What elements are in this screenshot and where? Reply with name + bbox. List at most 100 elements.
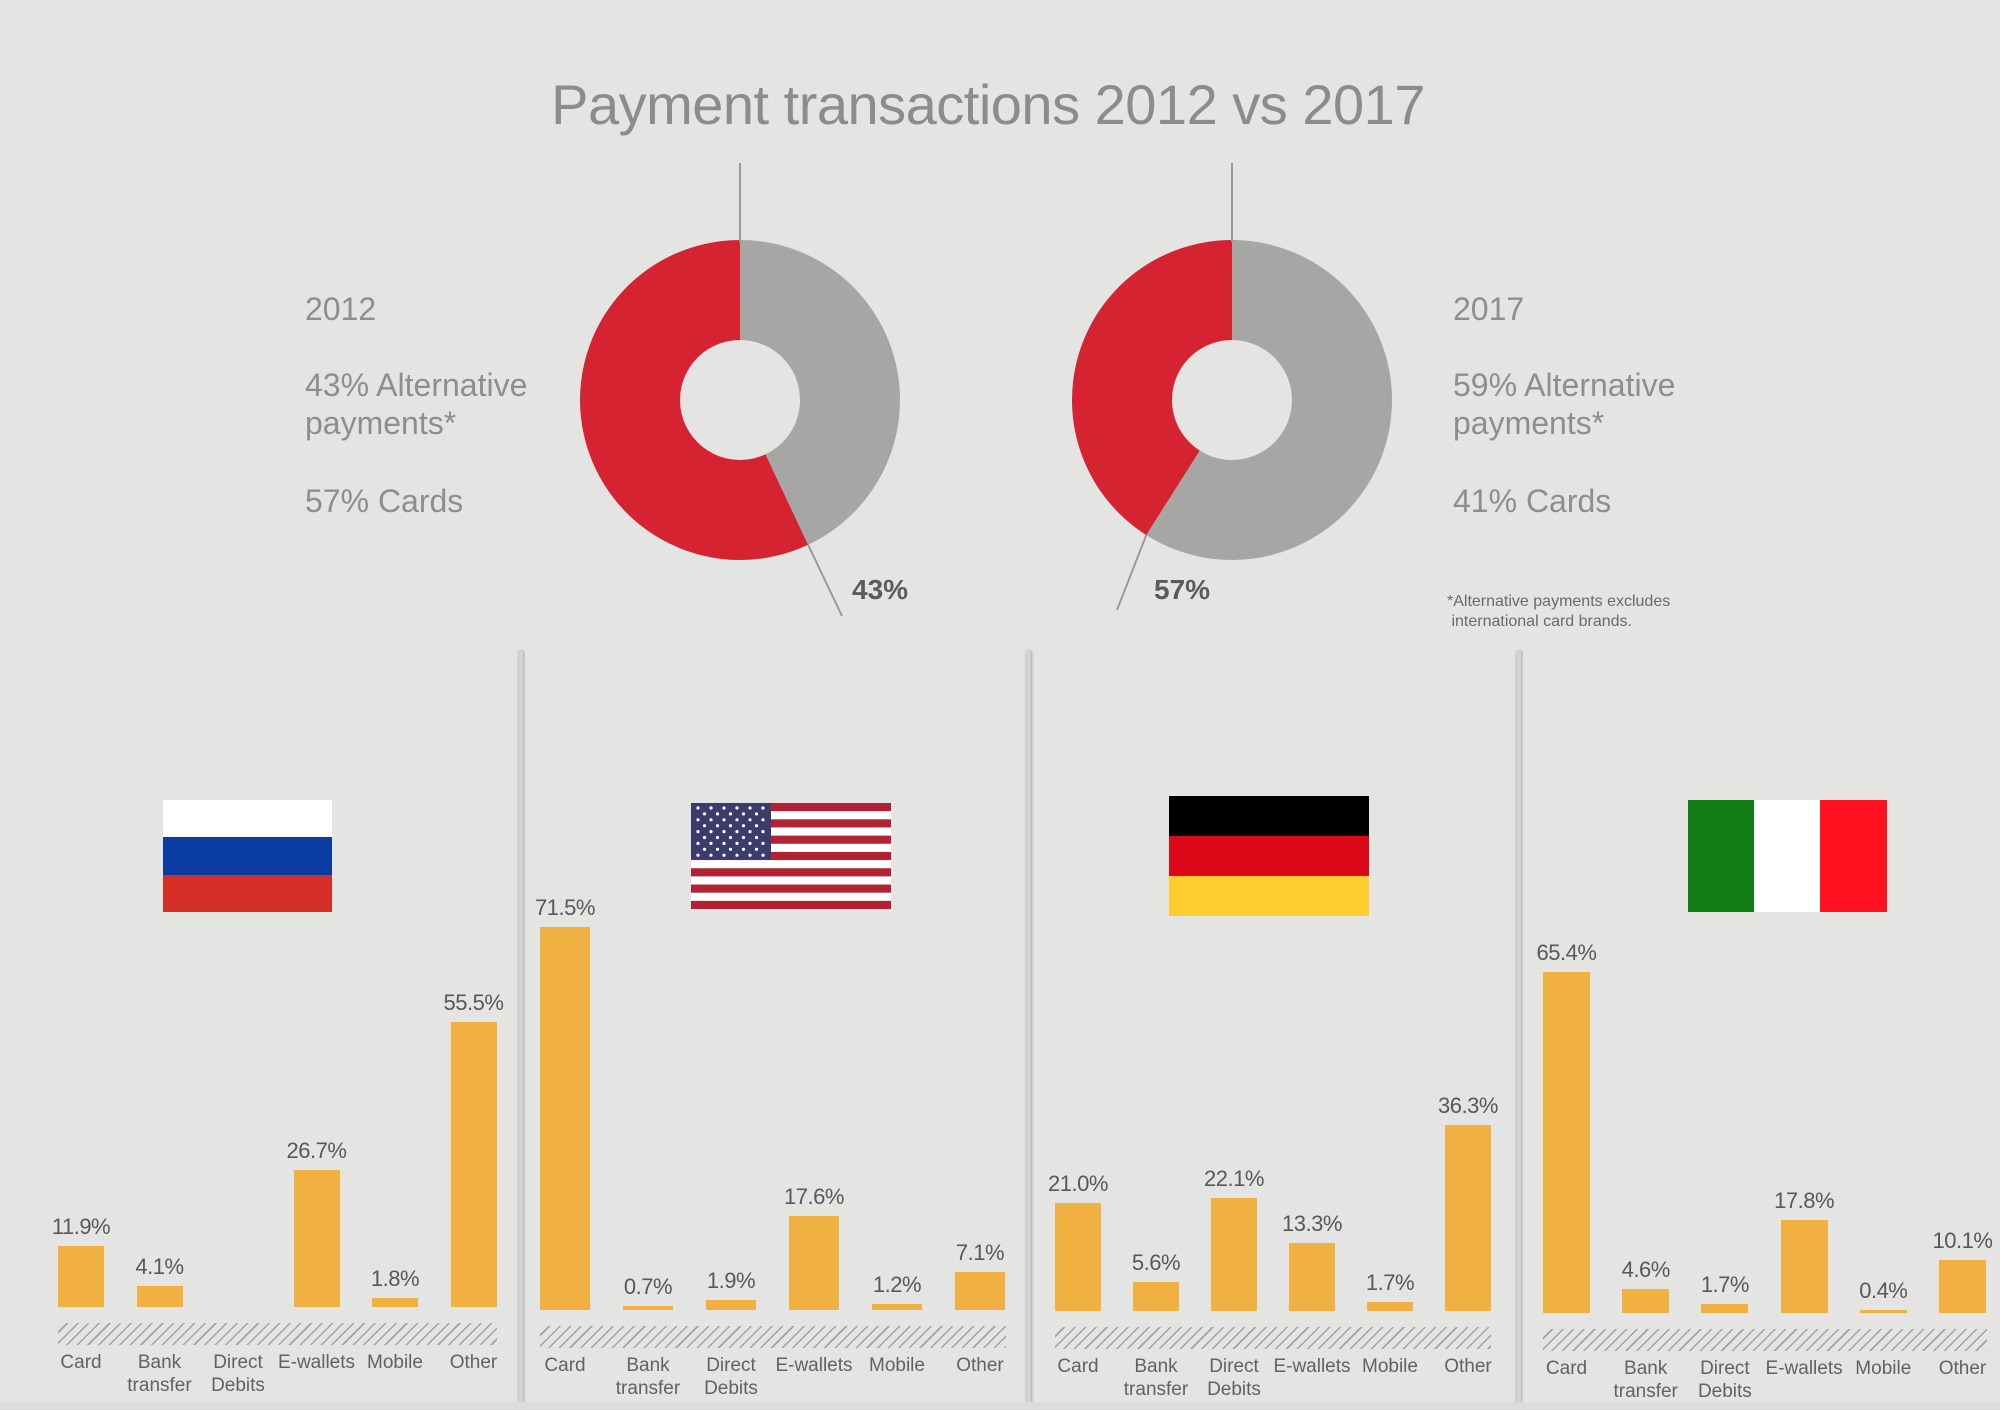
- bar: [1367, 1302, 1413, 1311]
- alternative-share-label: 43% Alternative payments*: [305, 367, 528, 441]
- leader-line: [1116, 534, 1148, 611]
- bar-value-label: 65.4%: [1536, 940, 1597, 966]
- bar: [872, 1303, 922, 1310]
- category-label: E-wallets: [1273, 1356, 1351, 1377]
- page-title: Payment transactions 2012 vs 2017: [551, 73, 1425, 136]
- year-label: 2012: [305, 291, 377, 327]
- legend-2017: 2017 59% Alternative payments* 41% Cards: [1453, 290, 1753, 520]
- category-label: Bank transfer: [1123, 1356, 1189, 1400]
- footnote: *Alternative payments excludes internati…: [1447, 593, 1671, 630]
- donut-chart-2017: [1071, 163, 1392, 611]
- cards-share-label: 41% Cards: [1453, 483, 1612, 519]
- bar: [1859, 1310, 1907, 1313]
- category-label: Other: [449, 1352, 498, 1373]
- category-label: Card: [1545, 1358, 1588, 1379]
- callout-2012: 43%: [852, 574, 909, 605]
- category-label: Other: [1444, 1356, 1492, 1377]
- bar-value-label: 71.5%: [535, 894, 595, 920]
- category-label: E-wallets: [775, 1355, 853, 1376]
- category-label: Bank transfer: [1613, 1358, 1678, 1402]
- bar-value-label: 0.7%: [623, 1274, 673, 1300]
- category-label: Direct Debits: [704, 1355, 758, 1399]
- category-label: Card: [60, 1352, 102, 1373]
- bar-value-label: 4.1%: [135, 1253, 184, 1279]
- germany-flag-icon: [1169, 796, 1369, 916]
- cards-slice: [1071, 240, 1232, 536]
- bar: [1289, 1242, 1335, 1311]
- bar: [450, 1021, 497, 1307]
- bar: [1211, 1197, 1257, 1311]
- bar-value-label: 1.7%: [1365, 1270, 1415, 1296]
- alternative-payments-slice: [740, 240, 900, 545]
- bar-value-label: 13.3%: [1282, 1210, 1342, 1236]
- bar: [58, 1245, 104, 1307]
- bar-value-label: 0.4%: [1859, 1278, 1908, 1303]
- bar: [1133, 1282, 1179, 1311]
- category-label: Other: [1938, 1358, 1987, 1379]
- bar: [1543, 972, 1590, 1313]
- bar: [1939, 1260, 1986, 1313]
- category-label: Mobile: [1855, 1358, 1912, 1379]
- bar-value-label: 17.8%: [1774, 1188, 1835, 1214]
- category-label: Mobile: [869, 1355, 925, 1376]
- bar-value-label: 17.6%: [784, 1183, 844, 1209]
- category-label: Card: [1057, 1356, 1099, 1377]
- category-label: E-wallets: [277, 1352, 356, 1373]
- panel-divider: [1027, 651, 1031, 1403]
- category-label: Direct Debits: [1207, 1356, 1261, 1400]
- category-label: Direct Debits: [211, 1352, 265, 1396]
- bar: [540, 926, 590, 1310]
- bar-value-label: 7.1%: [955, 1239, 1005, 1265]
- bar: [1780, 1220, 1828, 1313]
- axis-hatch-band: [540, 1326, 1006, 1348]
- bar: [1622, 1289, 1670, 1313]
- bar: [1445, 1124, 1491, 1311]
- bar-value-label: 11.9%: [51, 1213, 111, 1239]
- bar: [955, 1271, 1005, 1310]
- axis-hatch-band: [1055, 1327, 1491, 1349]
- bar: [623, 1306, 673, 1310]
- usa-flag-icon: [691, 803, 891, 909]
- cards-share-label: 57% Cards: [305, 483, 464, 519]
- leader-line: [807, 544, 843, 617]
- category-label: Other: [956, 1355, 1004, 1376]
- bar: [1701, 1304, 1749, 1313]
- year-label: 2017: [1453, 291, 1525, 327]
- bar-value-label: 22.1%: [1204, 1165, 1264, 1191]
- category-label: Card: [544, 1355, 586, 1376]
- category-label: Mobile: [367, 1352, 423, 1373]
- category-label: Direct Debits: [1697, 1358, 1752, 1402]
- legend-2012: 2012 43% Alternative payments* 57% Cards: [305, 290, 605, 520]
- category-label: E-wallets: [1765, 1358, 1843, 1379]
- bar-value-label: 1.7%: [1700, 1272, 1750, 1298]
- bar: [372, 1297, 418, 1307]
- cards-slice: [580, 240, 809, 560]
- bar: [706, 1299, 756, 1310]
- donut-charts: [580, 163, 1392, 617]
- bar-value-label: 4.6%: [1621, 1257, 1671, 1283]
- bar-value-label: 5.6%: [1131, 1250, 1181, 1276]
- panel-divider: [1517, 651, 1521, 1403]
- bar: [789, 1215, 839, 1310]
- bar-value-label: 1.2%: [872, 1271, 922, 1297]
- bar-value-label: 55.5%: [443, 989, 504, 1015]
- category-label: Mobile: [1362, 1356, 1418, 1377]
- bar: [136, 1285, 183, 1307]
- bar-value-label: 21.0%: [1048, 1171, 1108, 1197]
- bar-value-label: 1.8%: [370, 1265, 420, 1291]
- panel-divider: [519, 651, 523, 1403]
- callout-2017: 57%: [1154, 574, 1211, 605]
- bar-value-label: 10.1%: [1932, 1228, 1993, 1254]
- bar-value-label: 1.9%: [706, 1267, 756, 1293]
- bar-value-label: 36.3%: [1438, 1092, 1498, 1118]
- bottom-edge: [0, 1402, 2000, 1410]
- bar: [1055, 1203, 1101, 1311]
- category-label: Bank transfer: [127, 1352, 192, 1396]
- alternative-payments-slice: [1146, 240, 1392, 560]
- italy-flag-icon: [1688, 800, 1887, 912]
- russia-flag-icon: [163, 800, 332, 912]
- axis-hatch-band: [1543, 1329, 1987, 1351]
- alternative-share-label: 59% Alternative payments*: [1453, 367, 1676, 441]
- category-label: Bank transfer: [615, 1355, 681, 1399]
- bar: [293, 1169, 340, 1307]
